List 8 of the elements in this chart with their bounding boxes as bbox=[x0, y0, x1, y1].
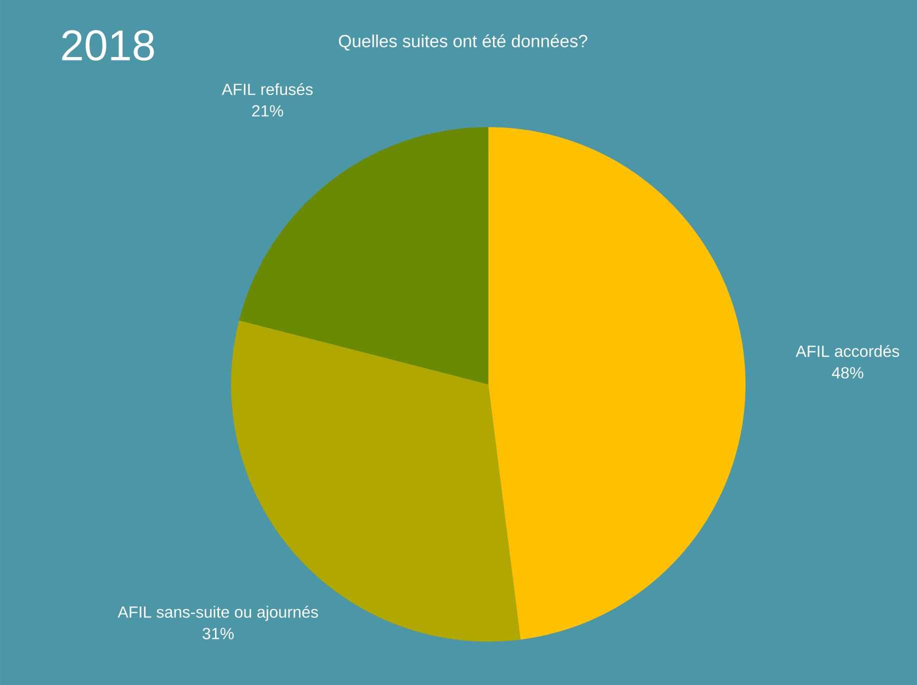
slice-label: AFIL accordés bbox=[796, 344, 900, 357]
data-label: 21% bbox=[252, 105, 284, 117]
slice-label: AFIL sans-suite ou ajournés bbox=[118, 606, 318, 621]
chart-title: 2018 bbox=[62, 30, 154, 61]
data-label: 31% bbox=[202, 628, 234, 640]
slice-label: AFIL refusés bbox=[222, 83, 313, 96]
data-label: 48% bbox=[832, 367, 864, 379]
chart-subtitle: Quelles suites ont été données? bbox=[338, 34, 588, 50]
